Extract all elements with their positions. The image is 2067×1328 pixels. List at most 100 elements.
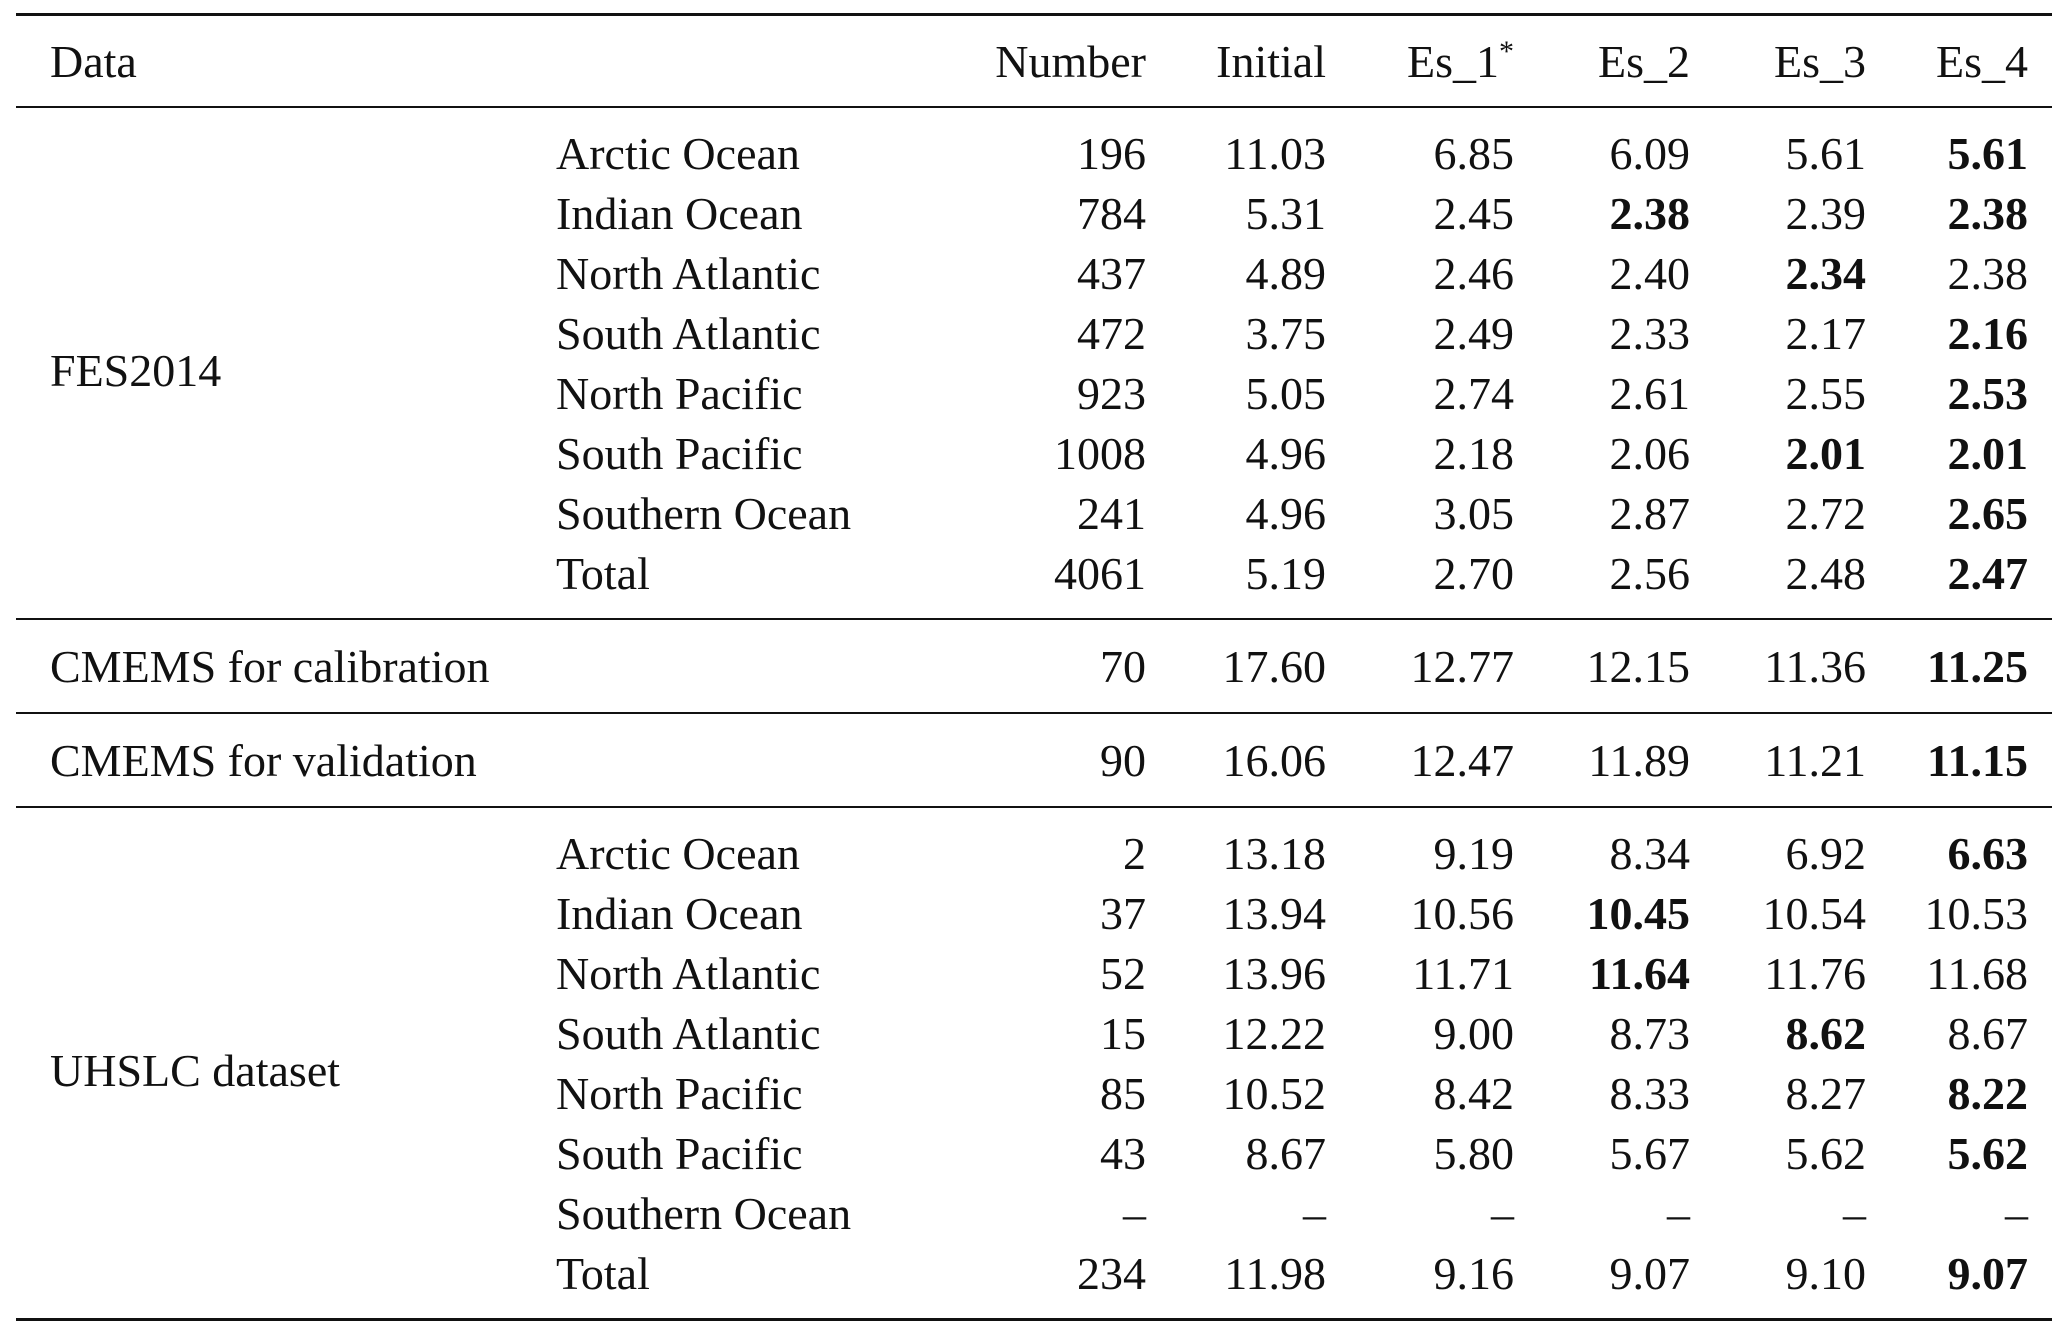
number-cell: 784 xyxy=(1077,187,1146,239)
table-header: Data Number Initial Es_1* Es_2 Es_3 Es_4 xyxy=(16,14,2052,107)
es1-cell: 8.42 xyxy=(1433,1067,1515,1119)
number-cell: 196 xyxy=(1077,127,1146,179)
header-data: Data xyxy=(50,35,137,87)
header-initial: Initial xyxy=(1216,35,1326,87)
es3-cell: 2.39 xyxy=(1785,187,1867,239)
es2-cell: 9.07 xyxy=(1609,1247,1691,1299)
region-cell: North Pacific xyxy=(556,367,803,419)
es1-cell: 9.16 xyxy=(1433,1247,1515,1299)
header-row: Data Number Initial Es_1* Es_2 Es_3 Es_4 xyxy=(16,14,2052,107)
es3-cell: 10.54 xyxy=(1762,887,1867,939)
table-row: Total 234 11.98 9.16 9.07 9.10 9.07 xyxy=(16,1243,2052,1320)
initial-cell: 13.94 xyxy=(1222,887,1327,939)
es2-cell: 2.56 xyxy=(1609,547,1691,599)
es1-cell: 12.77 xyxy=(1410,640,1515,692)
group-label: UHSLC dataset xyxy=(50,1045,341,1096)
es1-cell: 11.71 xyxy=(1412,947,1514,999)
initial-cell: – xyxy=(1303,1187,1326,1239)
number-cell: 1008 xyxy=(1054,427,1146,479)
es3-cell: 8.62 xyxy=(1785,1007,1867,1059)
es3-cell: 2.72 xyxy=(1785,487,1867,539)
region-cell: Total xyxy=(556,1247,650,1299)
region-cell: South Atlantic xyxy=(556,1007,821,1059)
number-cell: 923 xyxy=(1077,367,1146,419)
es3-cell: 11.76 xyxy=(1764,947,1866,999)
region-cell: South Pacific xyxy=(556,1127,803,1179)
es1-cell: 6.85 xyxy=(1433,127,1515,179)
es1-cell: 12.47 xyxy=(1410,734,1515,786)
es3-cell: 5.62 xyxy=(1785,1127,1867,1179)
header-number: Number xyxy=(995,35,1146,87)
number-cell: 15 xyxy=(1100,1007,1146,1059)
region-cell: Southern Ocean xyxy=(556,1187,852,1239)
number-cell: 85 xyxy=(1100,1067,1146,1119)
number-cell: 70 xyxy=(1100,640,1146,692)
initial-cell: 8.67 xyxy=(1245,1127,1327,1179)
es4-cell: 6.63 xyxy=(1947,827,2029,879)
initial-cell: 16.06 xyxy=(1222,734,1327,786)
initial-cell: 5.05 xyxy=(1245,367,1327,419)
initial-cell: 4.89 xyxy=(1245,247,1327,299)
es1-cell: 10.56 xyxy=(1410,887,1515,939)
initial-cell: 5.19 xyxy=(1245,547,1327,599)
initial-cell: 12.22 xyxy=(1222,1007,1327,1059)
es2-cell: 2.38 xyxy=(1609,187,1691,239)
es2-cell: 8.73 xyxy=(1609,1007,1691,1059)
es4-cell: 2.01 xyxy=(1947,427,2029,479)
es4-cell: 5.62 xyxy=(1947,1127,2029,1179)
table-row: UHSLC dataset Arctic Ocean 2 13.18 9.19 8.34 6… xyxy=(16,807,2052,1097)
es2-cell: 6.09 xyxy=(1609,127,1691,179)
region-cell xyxy=(556,713,881,807)
es3-cell: 9.10 xyxy=(1785,1247,1867,1299)
table-row: South Atlantic 472 3.75 2.49 2.33 2.17 2.16 xyxy=(16,303,2052,363)
es1-cell: 2.70 xyxy=(1433,547,1515,599)
es2-cell: – xyxy=(1667,1187,1690,1239)
region-cell: Arctic Ocean xyxy=(556,127,800,179)
region-cell: North Pacific xyxy=(556,1067,803,1119)
es2-cell: 11.64 xyxy=(1589,947,1690,999)
initial-cell: 5.31 xyxy=(1245,187,1327,239)
es2-cell: 11.89 xyxy=(1588,734,1690,786)
region-cell: South Atlantic xyxy=(556,307,821,359)
table-row: South Pacific 1008 4.96 2.18 2.06 2.01 2.01 xyxy=(16,423,2052,483)
es2-cell: 2.40 xyxy=(1609,247,1691,299)
es4-cell: 2.47 xyxy=(1947,547,2029,599)
es4-cell: 5.61 xyxy=(1947,127,2029,179)
es2-cell: 8.33 xyxy=(1609,1067,1691,1119)
es2-cell: 2.33 xyxy=(1609,307,1691,359)
es1-cell: – xyxy=(1491,1187,1514,1239)
es1-cell: 2.74 xyxy=(1433,367,1515,419)
number-cell: 241 xyxy=(1077,487,1146,539)
es3-cell: 2.01 xyxy=(1785,427,1867,479)
region-cell: North Atlantic xyxy=(556,247,821,299)
table-group: CMEMS for validation 90 16.06 12.47 11.89 11.… xyxy=(16,713,2052,807)
header-es2: Es_2 xyxy=(1598,35,1690,87)
number-cell: 43 xyxy=(1100,1127,1146,1179)
es4-cell: 11.68 xyxy=(1926,947,2028,999)
es3-cell: 11.21 xyxy=(1764,734,1866,786)
es3-cell: 8.27 xyxy=(1785,1067,1867,1119)
es4-cell: 8.67 xyxy=(1947,1007,2029,1059)
header-es1-mark: * xyxy=(1499,34,1514,68)
es1-cell: 9.00 xyxy=(1433,1007,1515,1059)
table-row: CMEMS for calibration 70 17.60 12.77 12.15 11… xyxy=(16,619,2052,713)
table-row: South Atlantic 15 12.22 9.00 8.73 8.62 8.67 xyxy=(16,1003,2052,1063)
table-group: FES2014 Arctic Ocean 196 11.03 6.85 6.09 5.61 5… xyxy=(16,107,2052,619)
es3-cell: 11.36 xyxy=(1764,640,1866,692)
es4-cell: 2.53 xyxy=(1947,367,2029,419)
es1-cell: 9.19 xyxy=(1433,827,1515,879)
es4-cell: – xyxy=(2005,1187,2028,1239)
region-cell: Indian Ocean xyxy=(556,887,803,939)
es1-cell: 3.05 xyxy=(1433,487,1515,539)
results-table-container: Data Number Initial Es_1* Es_2 Es_3 Es_4… xyxy=(16,13,2052,1321)
region-cell: Southern Ocean xyxy=(556,487,852,539)
es4-cell: 2.38 xyxy=(1947,187,2029,239)
region-cell xyxy=(556,619,881,713)
table-row: Southern Ocean – – – – – – xyxy=(16,1183,2052,1243)
table-row: North Pacific 85 10.52 8.42 8.33 8.27 8.22 xyxy=(16,1063,2052,1123)
table-row: North Pacific 923 5.05 2.74 2.61 2.55 2.53 xyxy=(16,363,2052,423)
es4-cell: 10.53 xyxy=(1924,887,2029,939)
number-cell: 37 xyxy=(1100,887,1146,939)
table-row: Total 4061 5.19 2.70 2.56 2.48 2.47 xyxy=(16,543,2052,619)
es3-cell: 2.55 xyxy=(1785,367,1867,419)
